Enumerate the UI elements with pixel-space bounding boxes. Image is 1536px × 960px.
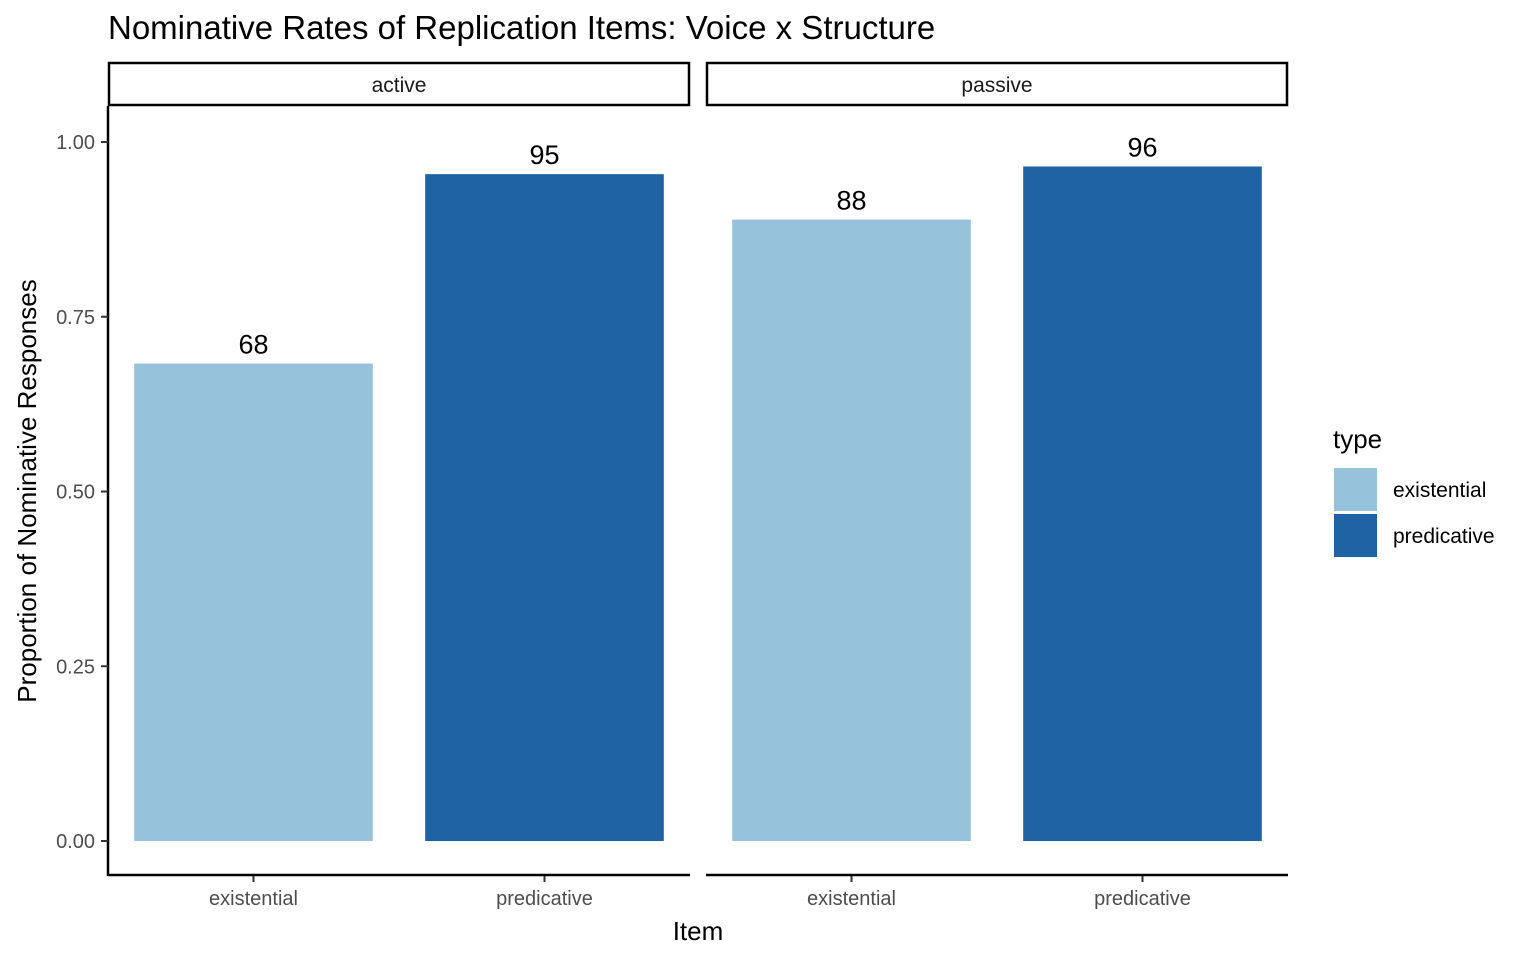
y-tick-label: 1.00 (56, 132, 95, 154)
facet-panel-active: active 68 existential 95 predicative (107, 61, 691, 910)
data-label-active-existential: 68 (238, 330, 268, 360)
legend-title: type (1333, 424, 1382, 454)
legend-label-existential: existential (1393, 479, 1486, 502)
x-tick-label: predicative (1094, 888, 1191, 910)
x-tick-label: existential (209, 888, 298, 910)
facet-panel-passive: passive 88 existential 96 predicative (705, 61, 1289, 910)
facet-strip-label: active (372, 74, 427, 97)
data-label-passive-predicative: 96 (1127, 132, 1157, 162)
x-tick-label: existential (807, 888, 896, 910)
data-label-active-predicative: 95 (529, 140, 559, 170)
y-axis-title: Proportion of Nominative Responses (12, 279, 42, 702)
x-axis-title: Item (673, 916, 724, 946)
legend-swatch-predicative (1334, 514, 1377, 557)
legend-swatch-existential (1334, 468, 1377, 511)
y-tick-label: 0.75 (56, 307, 95, 329)
bar-active-predicative (425, 174, 664, 842)
facet-panels: active 68 existential 95 predicative passive 8… (107, 61, 1289, 910)
y-tick-label: 0.25 (56, 656, 95, 678)
bar-passive-existential (732, 219, 971, 842)
facet-strip (107, 61, 691, 107)
bar-active-existential (134, 363, 373, 841)
y-tick-label: 0.50 (56, 482, 95, 504)
facet-strip-label: passive (961, 74, 1032, 97)
facet-strip (705, 61, 1289, 107)
legend: type existential predicative (1333, 424, 1495, 557)
legend-label-predicative: predicative (1393, 525, 1495, 548)
x-tick-label: predicative (496, 888, 593, 910)
y-axis: 0.00 0.25 0.50 0.75 1.00 (56, 106, 110, 876)
bar-passive-predicative (1023, 166, 1262, 842)
data-label-passive-existential: 88 (836, 186, 866, 216)
y-tick-label: 0.00 (56, 831, 95, 853)
chart-title: Nominative Rates of Replication Items: V… (108, 9, 935, 46)
